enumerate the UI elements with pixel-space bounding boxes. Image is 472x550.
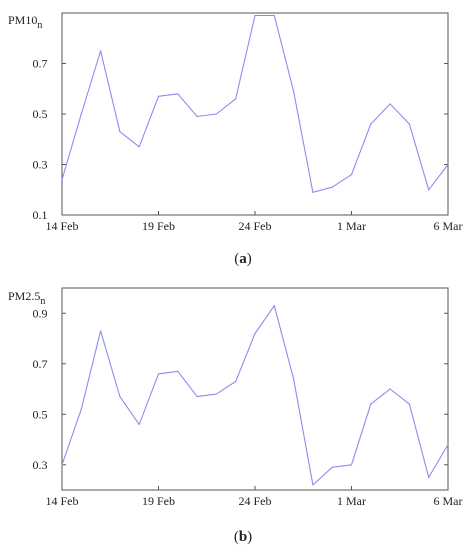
panel-a-data-point bbox=[273, 14, 275, 17]
panel-a-data-point bbox=[254, 14, 256, 17]
panel-a-data-point bbox=[157, 95, 160, 97]
panel-a-data-point bbox=[447, 163, 449, 166]
panel-b-x-tick-label: 24 Feb bbox=[239, 494, 272, 508]
panel-b-data-point bbox=[61, 464, 63, 466]
panel-a-x-tick-label: 1 Mar bbox=[337, 219, 366, 233]
panel-b-data-point bbox=[428, 476, 430, 478]
panel-a-x-tick-label: 6 Mar bbox=[434, 219, 463, 233]
panel-b-data-point bbox=[138, 423, 140, 425]
panel-a-x-tick-label: 19 Feb bbox=[142, 219, 175, 233]
panel-b-x-tick-label: 6 Mar bbox=[434, 494, 463, 508]
panel-b-x-tick-label: 1 Mar bbox=[337, 494, 366, 508]
panel-b-data-point bbox=[235, 380, 237, 383]
panel-b-x-tick-label: 19 Feb bbox=[142, 494, 175, 508]
panel-a-data-point bbox=[177, 93, 179, 95]
panel-b-data-point bbox=[177, 370, 179, 372]
panel-b-y-tick-label: 0.9 bbox=[33, 306, 48, 320]
panel-a-data-point bbox=[215, 113, 217, 115]
panel-b-data-point bbox=[119, 395, 121, 398]
panel-a-data-point bbox=[312, 191, 314, 193]
panel-b-data-point bbox=[215, 393, 217, 395]
panel-b-data-point bbox=[254, 332, 256, 335]
panel-b-series-line bbox=[61, 305, 449, 486]
panel-a-data-point bbox=[428, 189, 430, 191]
panel-b-ylabel: PM2.5n bbox=[8, 289, 45, 307]
panel-b-data-point bbox=[447, 443, 449, 446]
panel-a-chart: 0.1 0.3 0.5 0.7 14 Feb 19 Feb 24 Feb 1 Mar 6 Mar… bbox=[8, 12, 463, 267]
panel-a-data-point bbox=[331, 186, 333, 188]
panel-b-data-point bbox=[100, 330, 102, 332]
panel-a-data-point bbox=[80, 113, 82, 115]
panel-a-data-point bbox=[119, 131, 121, 133]
panel-a-data-point bbox=[235, 98, 237, 100]
panel-b-data-point bbox=[196, 395, 198, 398]
panel-a-y-tick-label: 0.3 bbox=[33, 158, 48, 172]
panel-a-y-tick-label: 0.7 bbox=[33, 57, 48, 71]
panel-a-data-point bbox=[293, 90, 295, 92]
panel-a-data-point bbox=[370, 123, 372, 125]
panel-b-x-tick-label: 14 Feb bbox=[46, 494, 79, 508]
panel-a-ylabel: PM10n bbox=[8, 13, 42, 31]
panel-b-data-point bbox=[331, 466, 333, 468]
panel-b-y-tick-label: 0.3 bbox=[33, 458, 48, 472]
panel-a-data-point bbox=[350, 174, 353, 176]
panel-a-y-tick-label: 0.1 bbox=[33, 208, 48, 222]
panel-a-x-tick-label: 14 Feb bbox=[46, 219, 79, 233]
panel-b-y-tick-label: 0.7 bbox=[33, 357, 48, 371]
panel-b-data-point bbox=[389, 388, 391, 390]
panel-b-data-point bbox=[80, 408, 82, 410]
panel-a-data-point bbox=[61, 179, 63, 181]
panel-b-data-point bbox=[312, 484, 314, 486]
panel-a-y-tick-label: 0.5 bbox=[33, 107, 48, 121]
panel-b-data-point bbox=[273, 305, 275, 307]
panel-b-data-point bbox=[350, 464, 353, 466]
panel-a-data-point bbox=[196, 115, 198, 118]
panel-b-data-point bbox=[370, 403, 372, 405]
panel-b-chart: 0.3 0.5 0.7 0.9 14 Feb 19 Feb 24 Feb 1 Mar 6 Mar… bbox=[8, 287, 463, 545]
panel-b-data-point bbox=[408, 403, 410, 405]
panel-b-y-tick-label: 0.5 bbox=[33, 407, 48, 421]
panel-a-caption: (a) bbox=[234, 251, 252, 267]
panel-a-data-point bbox=[100, 50, 102, 52]
panel-a-x-tick-label: 24 Feb bbox=[239, 219, 272, 233]
panel-a-data-point bbox=[138, 146, 140, 148]
panel-a-data-point bbox=[408, 123, 410, 125]
panel-b-caption: (b) bbox=[234, 529, 252, 545]
panel-a-plot-frame bbox=[61, 12, 449, 216]
panel-a-data-point bbox=[389, 103, 391, 105]
panel-b-data-point bbox=[157, 373, 160, 375]
panel-b-data-point bbox=[293, 378, 295, 380]
